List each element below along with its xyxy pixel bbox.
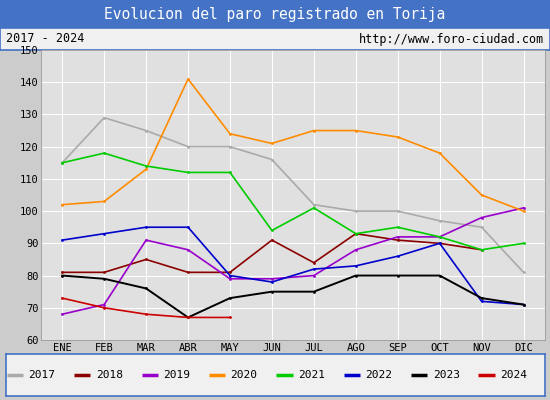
Text: Evolucion del paro registrado en Torija: Evolucion del paro registrado en Torija bbox=[104, 6, 446, 22]
Text: 2019: 2019 bbox=[163, 370, 190, 380]
Text: 2020: 2020 bbox=[230, 370, 257, 380]
Text: 2024: 2024 bbox=[500, 370, 527, 380]
Text: http://www.foro-ciudad.com: http://www.foro-ciudad.com bbox=[359, 32, 544, 46]
Text: 2017: 2017 bbox=[29, 370, 56, 380]
Text: 2022: 2022 bbox=[365, 370, 392, 380]
Text: 2017 - 2024: 2017 - 2024 bbox=[6, 32, 84, 46]
Text: 2021: 2021 bbox=[298, 370, 325, 380]
Text: 2018: 2018 bbox=[96, 370, 123, 380]
Text: 2023: 2023 bbox=[433, 370, 460, 380]
